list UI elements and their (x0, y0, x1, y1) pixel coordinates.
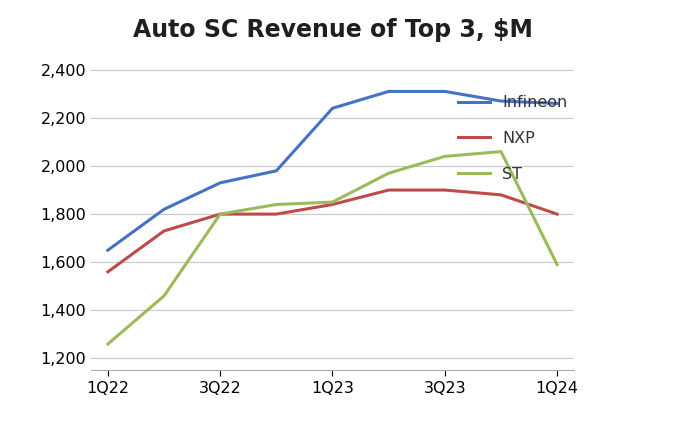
NXP (160, 229, 168, 234)
Line: NXP: NXP (108, 190, 557, 272)
ST (440, 154, 449, 159)
ST (104, 341, 112, 346)
Line: Infineon: Infineon (108, 91, 557, 250)
Infineon (104, 248, 112, 253)
ST (160, 293, 168, 298)
NXP (216, 212, 225, 217)
Legend: Infineon, NXP, ST: Infineon, NXP, ST (452, 89, 574, 188)
Infineon (216, 180, 225, 185)
Infineon (384, 89, 393, 94)
Line: ST: ST (108, 152, 557, 344)
NXP (272, 212, 281, 217)
NXP (328, 202, 337, 207)
ST (497, 149, 505, 154)
Infineon (497, 99, 505, 104)
Infineon (328, 106, 337, 111)
NXP (104, 269, 112, 274)
ST (272, 202, 281, 207)
ST (216, 212, 225, 217)
Infineon (440, 89, 449, 94)
Infineon (160, 207, 168, 212)
NXP (440, 187, 449, 192)
NXP (497, 192, 505, 197)
ST (553, 262, 561, 267)
Infineon (553, 101, 561, 106)
NXP (384, 187, 393, 192)
NXP (553, 212, 561, 217)
ST (384, 171, 393, 176)
ST (328, 200, 337, 205)
Title: Auto SC Revenue of Top 3, $M: Auto SC Revenue of Top 3, $M (132, 18, 533, 42)
Infineon (272, 168, 281, 173)
